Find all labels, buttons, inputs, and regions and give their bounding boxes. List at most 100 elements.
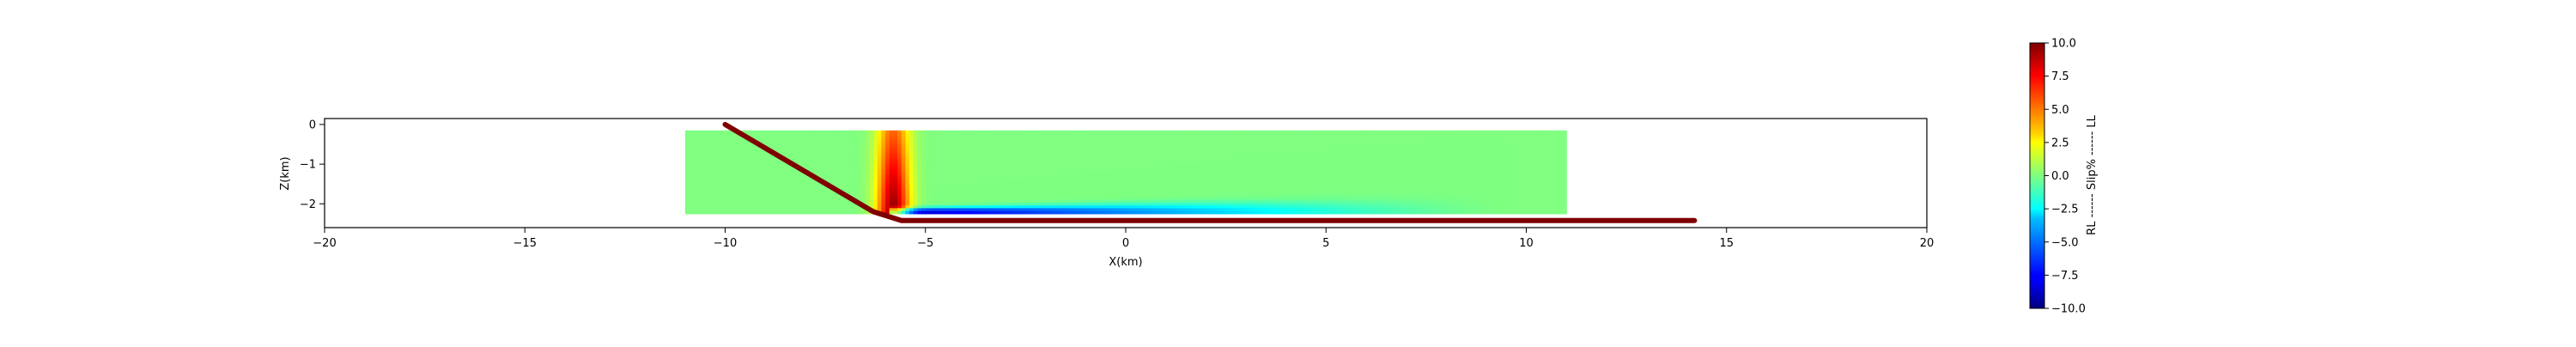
slip-cell xyxy=(1293,174,1299,179)
slip-cell xyxy=(1269,169,1275,173)
slip-cell xyxy=(1078,138,1083,143)
slip-cell xyxy=(885,197,890,201)
slip-cell xyxy=(1273,133,1279,137)
slip-cell xyxy=(1305,188,1311,192)
slip-cell xyxy=(1257,199,1263,204)
slip-cell xyxy=(925,161,931,165)
slip-cell xyxy=(693,141,698,145)
slip-cell xyxy=(1257,155,1263,159)
slip-cell xyxy=(1069,208,1074,212)
slip-cell xyxy=(1117,210,1122,215)
slip-cell xyxy=(1057,199,1062,204)
slip-cell xyxy=(1290,177,1295,181)
slip-cell xyxy=(1117,194,1122,198)
slip-cell xyxy=(1242,188,1247,192)
slip-cell xyxy=(949,183,954,187)
slip-cell xyxy=(1109,210,1115,215)
slip-cell xyxy=(877,130,883,134)
slip-cell xyxy=(1230,188,1235,192)
slip-cell xyxy=(885,141,890,145)
slip-cell xyxy=(845,141,850,145)
slip-cell xyxy=(949,155,954,159)
slip-cell xyxy=(1225,197,1230,201)
slip-cell xyxy=(929,202,934,206)
slip-cell xyxy=(1021,174,1026,179)
slip-cell xyxy=(865,210,871,215)
slip-cell xyxy=(1225,191,1230,195)
slip-cell xyxy=(1233,202,1239,206)
slip-cell xyxy=(1177,186,1182,190)
slip-cell xyxy=(1221,177,1227,181)
slip-cell xyxy=(901,144,907,148)
slip-cell xyxy=(1061,210,1066,215)
slip-cell xyxy=(1302,166,1307,170)
slip-cell xyxy=(957,158,963,162)
slip-cell xyxy=(705,202,710,206)
slip-cell xyxy=(793,180,799,184)
slip-cell xyxy=(1257,208,1263,212)
slip-cell xyxy=(901,186,907,190)
slip-cell xyxy=(1189,174,1194,179)
slip-cell xyxy=(1281,172,1287,176)
slip-cell xyxy=(1201,149,1206,154)
slip-cell xyxy=(1069,186,1074,190)
slip-cell xyxy=(765,194,770,198)
slip-cell xyxy=(1189,210,1194,215)
slip-cell xyxy=(857,166,862,170)
slip-cell xyxy=(873,186,878,190)
slip-cell xyxy=(889,138,895,143)
slip-cell xyxy=(1057,133,1062,137)
slip-cell xyxy=(1069,188,1074,192)
slip-cell xyxy=(1242,183,1247,187)
slip-cell xyxy=(1021,199,1026,204)
slip-cell xyxy=(997,205,1002,209)
slip-cell xyxy=(961,186,966,190)
slip-cell xyxy=(1061,169,1066,173)
slip-cell xyxy=(837,172,842,176)
slip-cell xyxy=(1261,208,1267,212)
slip-cell xyxy=(993,202,999,206)
slip-cell xyxy=(793,174,799,179)
slip-cell xyxy=(1069,149,1074,154)
slip-cell xyxy=(929,166,934,170)
slip-cell xyxy=(909,149,914,154)
slip-cell xyxy=(1105,186,1110,190)
slip-cell xyxy=(813,158,818,162)
slip-cell xyxy=(1025,141,1030,145)
slip-cell xyxy=(1037,161,1042,165)
slip-cell xyxy=(1090,194,1095,198)
slip-cell xyxy=(1257,147,1263,151)
slip-cell xyxy=(1334,158,1339,162)
slip-cell xyxy=(1305,191,1311,195)
slip-cell xyxy=(985,191,990,195)
slip-cell xyxy=(705,172,710,176)
slip-cell xyxy=(1285,183,1291,187)
slip-cell xyxy=(845,144,850,148)
slip-cell xyxy=(869,188,874,192)
slip-cell xyxy=(941,191,946,195)
slip-cell xyxy=(1069,133,1074,137)
slip-cell xyxy=(1066,174,1071,179)
slip-cell xyxy=(1194,210,1199,215)
slip-cell xyxy=(1221,163,1227,167)
slip-cell xyxy=(720,202,726,206)
slip-cell xyxy=(997,208,1002,212)
slip-cell xyxy=(1078,174,1083,179)
slip-cell xyxy=(1025,163,1030,167)
slip-cell xyxy=(1037,174,1042,179)
slip-cell xyxy=(885,158,890,162)
slip-cell xyxy=(1269,144,1275,148)
slip-cell xyxy=(1293,208,1299,212)
slip-cell xyxy=(1141,130,1146,134)
slip-cell xyxy=(961,149,966,154)
slip-cell xyxy=(933,202,939,206)
slip-cell xyxy=(737,149,742,154)
slip-cell xyxy=(1317,147,1323,151)
slip-cell xyxy=(1129,188,1134,192)
slip-cell xyxy=(1201,130,1206,134)
slip-cell xyxy=(929,155,934,159)
slip-cell xyxy=(1346,180,1351,184)
slip-cell xyxy=(1141,191,1146,195)
slip-cell xyxy=(1261,174,1267,179)
slip-cell xyxy=(756,194,762,198)
